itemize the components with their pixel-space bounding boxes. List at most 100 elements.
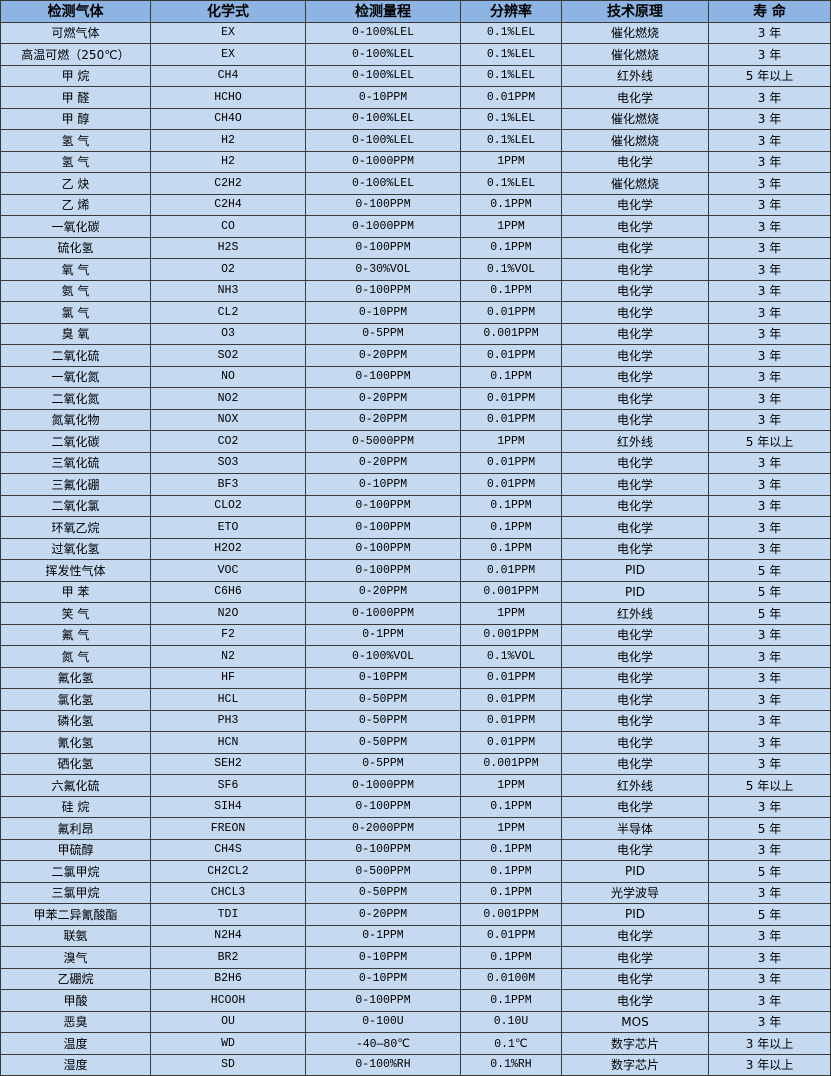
resolution-cell: 0.01PPM [460,666,562,689]
principle-cell: 电化学 [561,301,709,324]
gas-cell: 联氨 [0,924,151,947]
formula-cell: CH4 [150,64,306,87]
lifetime-cell: 3 年 [708,924,831,947]
resolution-cell: 0.1PPM [460,881,562,904]
range-cell: 0-100PPM [305,989,461,1012]
table-row: 温度 WD -40—80℃ 0.1℃ 数字芯片 3 年以上 [0,1032,831,1055]
table-row: 乙硼烷 B2H6 0-10PPM 0.0100M 电化学 3 年 [0,967,831,990]
lifetime-cell: 3 年 [708,408,831,431]
range-cell: 0-100PPM [305,193,461,216]
formula-cell: NO2 [150,387,306,410]
table-row: 甲 烷 CH4 0-100%LEL 0.1%LEL 红外线 5 年以上 [0,64,831,87]
gas-cell: 氮 气 [0,645,151,668]
gas-cell: 磷化氢 [0,709,151,732]
resolution-cell: 0.10U [460,1010,562,1033]
principle-cell: 红外线 [561,430,709,453]
principle-cell: 催化燃烧 [561,43,709,66]
lifetime-cell: 3 年以上 [708,1032,831,1055]
table-row: 过氧化氢 H2O2 0-100PPM 0.1PPM 电化学 3 年 [0,537,831,560]
formula-cell: NO [150,365,306,388]
range-cell: 0-50PPM [305,731,461,754]
gas-cell: 二氧化氮 [0,387,151,410]
resolution-cell: 0.1%VOL [460,645,562,668]
formula-cell: CLO2 [150,494,306,517]
resolution-cell: 0.1%LEL [460,21,562,44]
formula-cell: TDI [150,903,306,926]
principle-cell: 电化学 [561,215,709,238]
range-cell: 0-5PPM [305,322,461,345]
lifetime-cell: 3 年 [708,344,831,367]
formula-cell: EX [150,21,306,44]
formula-cell: O3 [150,322,306,345]
range-cell: 0-20PPM [305,903,461,926]
principle-cell: 数字芯片 [561,1032,709,1055]
resolution-cell: 0.1PPM [460,193,562,216]
gas-cell: 恶臭 [0,1010,151,1033]
resolution-cell: 0.1%LEL [460,129,562,152]
principle-cell: 电化学 [561,537,709,560]
gas-cell: 甲 烷 [0,64,151,87]
range-cell: 0-100%LEL [305,43,461,66]
table-row: 三氟化硼 BF3 0-10PPM 0.01PPM 电化学 3 年 [0,473,831,496]
principle-cell: 电化学 [561,709,709,732]
table-row: 氟化氢 HF 0-10PPM 0.01PPM 电化学 3 年 [0,666,831,689]
range-cell: 0-100%RH [305,1053,461,1076]
range-cell: 0-50PPM [305,709,461,732]
table-row: 湿度 SD 0-100%RH 0.1%RH 数字芯片 3 年以上 [0,1053,831,1076]
resolution-cell: 0.1PPM [460,365,562,388]
resolution-cell: 0.1PPM [460,537,562,560]
principle-cell: 电化学 [561,838,709,861]
table-row: 一氧化碳 CO 0-1000PPM 1PPM 电化学 3 年 [0,215,831,238]
gas-cell: 二氧化氯 [0,494,151,517]
range-cell: 0-10PPM [305,473,461,496]
formula-cell: ETO [150,516,306,539]
formula-cell: H2O2 [150,537,306,560]
formula-cell: OU [150,1010,306,1033]
range-cell: 0-100PPM [305,494,461,517]
resolution-cell: 0.0100M [460,967,562,990]
gas-cell: 湿度 [0,1053,151,1076]
lifetime-cell: 3 年 [708,881,831,904]
formula-cell: HCOOH [150,989,306,1012]
principle-cell: 电化学 [561,344,709,367]
resolution-cell: 0.1PPM [460,838,562,861]
table-row: 六氟化硫 SF6 0-1000PPM 1PPM 红外线 5 年以上 [0,774,831,797]
resolution-cell: 0.1%RH [460,1053,562,1076]
principle-cell: 电化学 [561,322,709,345]
table-row: 氟 气 F2 0-1PPM 0.001PPM 电化学 3 年 [0,623,831,646]
principle-cell: 半导体 [561,817,709,840]
lifetime-cell: 3 年 [708,645,831,668]
lifetime-cell: 3 年 [708,150,831,173]
gas-cell: 臭 氧 [0,322,151,345]
formula-cell: CHCL3 [150,881,306,904]
table-row: 三氯甲烷 CHCL3 0-50PPM 0.1PPM 光学波导 3 年 [0,881,831,904]
principle-cell: 电化学 [561,623,709,646]
gas-cell: 硒化氢 [0,752,151,775]
range-cell: 0-100PPM [305,559,461,582]
gas-cell: 乙硼烷 [0,967,151,990]
lifetime-cell: 3 年 [708,967,831,990]
lifetime-cell: 3 年 [708,387,831,410]
table-row: 溴气 BR2 0-10PPM 0.1PPM 电化学 3 年 [0,946,831,969]
principle-cell: 电化学 [561,473,709,496]
gas-cell: 氧 气 [0,258,151,281]
formula-cell: C2H2 [150,172,306,195]
formula-cell: HCHO [150,86,306,109]
formula-cell: EX [150,43,306,66]
formula-cell: N2O [150,602,306,625]
range-cell: 0-1PPM [305,623,461,646]
formula-cell: SO2 [150,344,306,367]
table-row: 氨 气 NH3 0-100PPM 0.1PPM 电化学 3 年 [0,279,831,302]
formula-cell: N2H4 [150,924,306,947]
range-cell: 0-100PPM [305,236,461,259]
gas-cell: 二氧化碳 [0,430,151,453]
range-cell: 0-100%LEL [305,129,461,152]
range-cell: 0-1000PPM [305,602,461,625]
lifetime-cell: 3 年 [708,623,831,646]
table-row: 可燃气体 EX 0-100%LEL 0.1%LEL 催化燃烧 3 年 [0,21,831,44]
lifetime-cell: 5 年 [708,817,831,840]
table-row: 甲 苯 C6H6 0-20PPM 0.001PPM PID 5 年 [0,580,831,603]
lifetime-cell: 3 年 [708,236,831,259]
header-gas: 检测气体 [0,0,151,23]
resolution-cell: 1PPM [460,817,562,840]
